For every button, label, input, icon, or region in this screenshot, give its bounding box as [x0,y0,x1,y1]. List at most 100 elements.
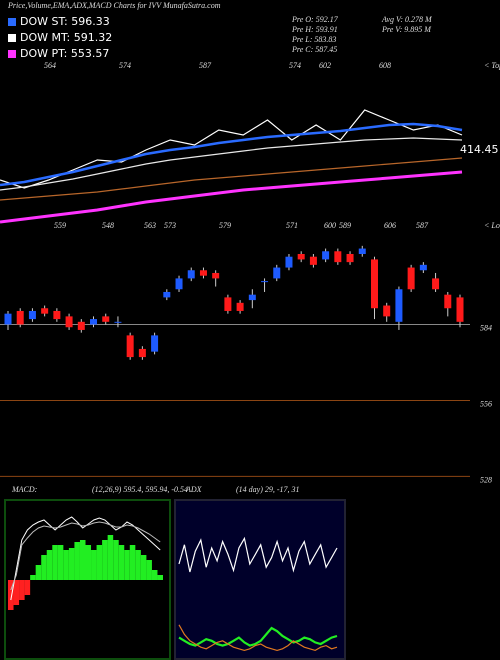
candle-body [41,308,49,314]
ema-line [0,157,463,201]
stat-label: Pre H: 593.91 [291,25,338,34]
candle-body [456,297,464,322]
candle-body [334,251,342,263]
adx-panel [174,499,346,660]
macd-histogram-bar [35,565,42,580]
y-tick-label: 556 [480,399,492,408]
macd-histogram-bar [19,580,25,600]
macd-histogram-bar [91,550,97,580]
low-label: 600 [324,221,336,230]
macd-line [10,521,161,591]
candle-body [16,310,24,325]
adx-line [178,626,338,647]
candle-body [273,267,281,279]
macd-histogram-bar [46,550,53,580]
low-label: 606 [384,221,396,230]
candle-body [151,335,159,352]
macd-histogram-bar [157,575,163,580]
adx-line [178,536,338,573]
candle-body [187,270,195,279]
candle-body [102,316,110,322]
candle-body [322,251,330,260]
stat-label: Pre V: 9.895 M [381,25,432,34]
stat-label: Avg V: 0.278 M [381,15,433,24]
macd-histogram-bar [8,580,14,610]
low-label: 573 [164,221,176,230]
adx-line [178,624,338,652]
macd-histogram-bar [30,575,36,580]
low-label: 548 [102,221,114,230]
candle-body [163,291,171,298]
top-label: 602 [319,61,331,70]
y-tick-label: 584 [480,323,492,332]
low-label: 589 [339,221,351,230]
candle-body [53,310,61,320]
stat-label: Pre C: 587.45 [291,45,337,54]
price-annotation: 414.45 [460,143,499,156]
macd-histogram-bar [52,545,58,580]
low-label: 563 [144,221,156,230]
candle-body [444,294,452,309]
macd-histogram-bar [74,542,80,580]
macd-histogram-bar [41,555,47,580]
tops-label: < Tops [484,61,500,70]
ema-line [0,137,463,191]
macd-histogram-bar [68,548,75,580]
adx-subtitle: (14 day) 29, -17, 31 [236,485,300,494]
legend-label: DOW MT: 591.32 [20,31,112,44]
page-title: Price,Volume,EMA,ADX,MACD Charts for IVV… [7,1,221,10]
candle-body [370,259,378,309]
macd-histogram-bar [146,560,152,580]
macd-title: MACD: [11,485,38,494]
top-label: 574 [119,61,131,70]
candle-body [77,321,85,330]
macd-histogram-bar [124,550,130,580]
ema-line [0,170,463,224]
legend-swatch [8,34,16,42]
candle-body [248,294,256,301]
candle-body [407,267,415,290]
macd-histogram-bar [79,540,86,580]
candle-body [126,335,134,358]
macd-histogram-bar [13,580,20,605]
low-label: 559 [54,221,66,230]
candle-body [138,348,146,358]
candle-body [90,319,98,325]
macd-histogram-bar [57,545,64,580]
top-label: 574 [289,61,301,70]
candle-body [175,278,183,290]
macd-histogram-bar [63,550,69,580]
macd-histogram-bar [96,545,103,580]
legend-label: DOW PT: 553.57 [20,47,109,60]
top-label: 564 [44,61,56,70]
candle-body [212,272,220,279]
candle-body [432,278,440,290]
candle-body [285,256,293,268]
macd-subtitle: (12,26,9) 595.4, 595.94, -0.54 [92,485,188,494]
macd-histogram-bar [24,580,31,595]
candle-body [419,264,427,271]
low-label: 579 [219,221,231,230]
lows-label: < Lows [484,221,500,230]
macd-histogram-bar [102,540,108,580]
stat-label: Pre O: 592.17 [291,15,339,24]
candle-body [309,256,317,265]
candle-body [224,297,232,311]
candle-body [4,313,12,325]
candle-body [358,248,366,254]
ema-line [0,109,463,189]
low-label: 571 [286,221,298,230]
candle-body [297,253,305,260]
candle-body [114,321,122,323]
legend-swatch [8,50,16,58]
macd-histogram-bar [151,570,158,580]
candle-body [346,253,354,263]
candle-body [261,281,269,283]
candle-body [383,305,391,317]
candle-body [65,316,73,328]
macd-histogram-bar [107,535,114,580]
y-tick-label: 528 [480,475,492,484]
adx-title: ADX [185,485,203,494]
macd-histogram-bar [113,540,119,580]
